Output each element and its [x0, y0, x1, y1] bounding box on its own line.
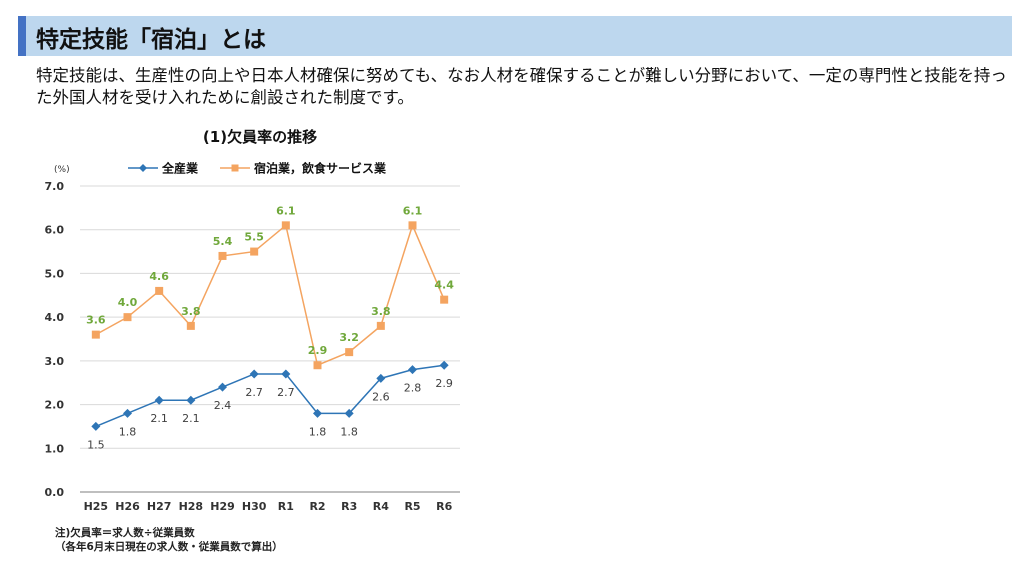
x-tick-label: R3 [341, 500, 357, 513]
data-label: 2.7 [245, 386, 263, 399]
page-title: 特定技能「宿泊」とは [36, 27, 266, 53]
data-label: 4.4 [434, 279, 454, 292]
legend-label: 宿泊業，飲食サービス業 [254, 161, 387, 176]
x-tick-label: H29 [210, 500, 235, 513]
chart-svg: (1)欠員率の推移 (%) 全産業 宿泊業，飲食サービス業 0.0 1.0 2.0 3.0 4.… [45, 128, 460, 513]
y-tick-label: 4.0 [45, 311, 65, 324]
data-point [249, 369, 259, 379]
y-tick-label: 6.0 [45, 224, 65, 237]
legend-label: 全産業 [161, 161, 199, 176]
data-point [440, 295, 449, 304]
data-label: 3.6 [86, 314, 106, 327]
data-point [218, 382, 227, 392]
y-unit-label: (%) [54, 165, 70, 175]
y-tick-label: 0.0 [45, 486, 65, 499]
data-point [313, 361, 322, 370]
x-tick-label: H25 [84, 500, 109, 513]
series-line [95, 223, 445, 367]
chart-note: （各年6月末日現在の求人数・従業員数で算出） [55, 541, 283, 553]
data-label: 3.8 [181, 305, 201, 318]
data-label: 5.5 [244, 231, 264, 244]
data-label: 2.4 [214, 399, 232, 412]
data-point [281, 369, 291, 379]
data-point [123, 313, 132, 322]
data-point [91, 421, 101, 431]
data-label: 2.9 [435, 377, 453, 390]
x-tick-label: H26 [115, 500, 140, 513]
data-label: 4.0 [118, 296, 138, 309]
page-title-bar: 特定技能「宿泊」とは [18, 16, 1012, 56]
data-label: 1.8 [119, 425, 137, 438]
data-label: 3.8 [371, 305, 391, 318]
data-label: 2.1 [182, 412, 200, 425]
data-point [250, 247, 259, 256]
data-label: 6.1 [403, 204, 423, 217]
y-tick-label: 2.0 [45, 399, 65, 412]
data-label: 4.6 [149, 270, 169, 283]
data-point [186, 395, 196, 405]
data-point [313, 408, 322, 418]
data-label: 6.1 [276, 204, 296, 217]
data-point [123, 408, 132, 418]
y-tick-label: 1.0 [45, 442, 65, 455]
data-point [91, 330, 100, 339]
data-label: 1.5 [87, 438, 105, 451]
chart-note: 注)欠員率＝求人数÷従業員数 [55, 527, 195, 539]
data-point [439, 360, 449, 370]
data-point [154, 395, 164, 405]
data-label: 2.8 [404, 382, 422, 395]
data-label: 1.8 [309, 425, 327, 438]
legend-marker [139, 164, 147, 172]
data-point [376, 373, 386, 383]
x-tick-label: R4 [373, 500, 389, 513]
y-tick-label: 5.0 [45, 267, 65, 280]
data-label: 3.2 [339, 331, 359, 344]
x-tick-label: H27 [147, 500, 172, 513]
data-point [186, 321, 195, 330]
data-label: 2.7 [277, 386, 295, 399]
data-label: 5.4 [213, 235, 233, 248]
data-label: 1.8 [340, 425, 358, 438]
y-tick-label: 7.0 [45, 180, 65, 193]
data-point [376, 321, 385, 330]
data-point [345, 348, 354, 357]
x-tick-label: H30 [242, 500, 267, 513]
data-label: 2.6 [372, 390, 390, 403]
data-point [281, 221, 290, 230]
data-point [408, 365, 417, 375]
x-tick-label: R2 [309, 500, 325, 513]
data-label: 2.9 [308, 344, 328, 357]
x-tick-label: R6 [436, 500, 452, 513]
data-point [408, 221, 417, 230]
page-description: 特定技能は、生産性の向上や日本人材確保に努めても、なお人材を確保することが難しい… [36, 66, 1007, 107]
x-tick-label: R5 [404, 500, 420, 513]
vacancy-rate-chart: (1)欠員率の推移 (%) 全産業 宿泊業，飲食サービス業 0.0 1.0 2.0 3.0 4.… [36, 120, 468, 565]
y-tick-label: 3.0 [45, 355, 65, 368]
chart-title: (1)欠員率の推移 [203, 128, 317, 146]
chart-notes: 注)欠員率＝求人数÷従業員数 （各年6月末日現在の求人数・従業員数で算出） [55, 526, 283, 554]
legend-marker [231, 164, 239, 172]
data-point [155, 286, 164, 295]
data-label: 2.1 [150, 412, 168, 425]
series-line [95, 364, 445, 428]
x-tick-label: R1 [278, 500, 294, 513]
data-point [218, 251, 227, 260]
x-tick-label: H28 [179, 500, 204, 513]
data-point [344, 408, 354, 418]
